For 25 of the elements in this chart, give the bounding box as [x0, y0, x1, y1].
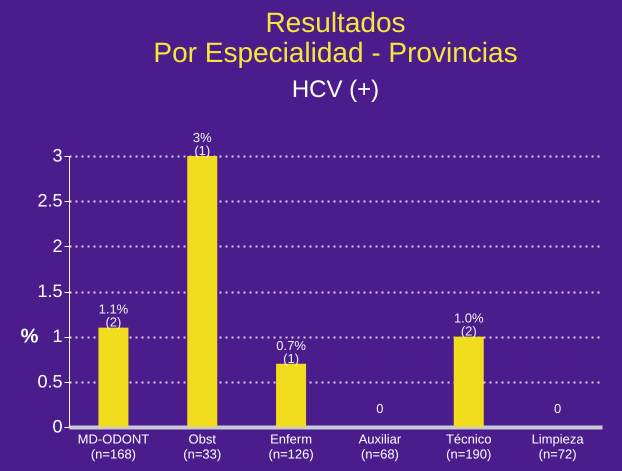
- x-tick-label: MD-ODONT (n=168): [78, 432, 150, 462]
- data-label: 1.1% (2): [98, 302, 129, 330]
- y-tick-label: 1.5: [37, 281, 62, 301]
- x-tick-label: Auxiliar (n=68): [358, 432, 402, 462]
- x-tick-label: Limpieza (n=72): [532, 432, 584, 462]
- data-label: 3% (1): [192, 130, 212, 158]
- y-axis-title: %: [20, 326, 39, 348]
- data-label: 0: [554, 401, 562, 416]
- x-tick-label: Enferm (n=126): [268, 432, 314, 462]
- y-tick-label: 0: [52, 416, 62, 436]
- data-label: 0.7% (1): [276, 338, 306, 366]
- y-tick-label: 2: [52, 236, 62, 256]
- bar: [98, 328, 128, 427]
- y-tick-label: 0.5: [37, 371, 62, 392]
- x-tick-label: Técnico (n=190): [446, 432, 492, 462]
- data-label: 0: [376, 401, 384, 416]
- y-tick-label: 2.5: [37, 190, 62, 211]
- chart-title: Resultados Por Especialidad - Provincias: [153, 7, 518, 68]
- data-label: 1.0% (2): [454, 310, 484, 339]
- bar: [454, 336, 484, 427]
- x-tick-label: Obst (n=33): [183, 432, 222, 462]
- y-tick-label: 1: [52, 326, 62, 346]
- y-tick-label: 3: [52, 146, 62, 166]
- bar: [187, 156, 218, 427]
- chart-subtitle: HCV (+): [292, 76, 380, 103]
